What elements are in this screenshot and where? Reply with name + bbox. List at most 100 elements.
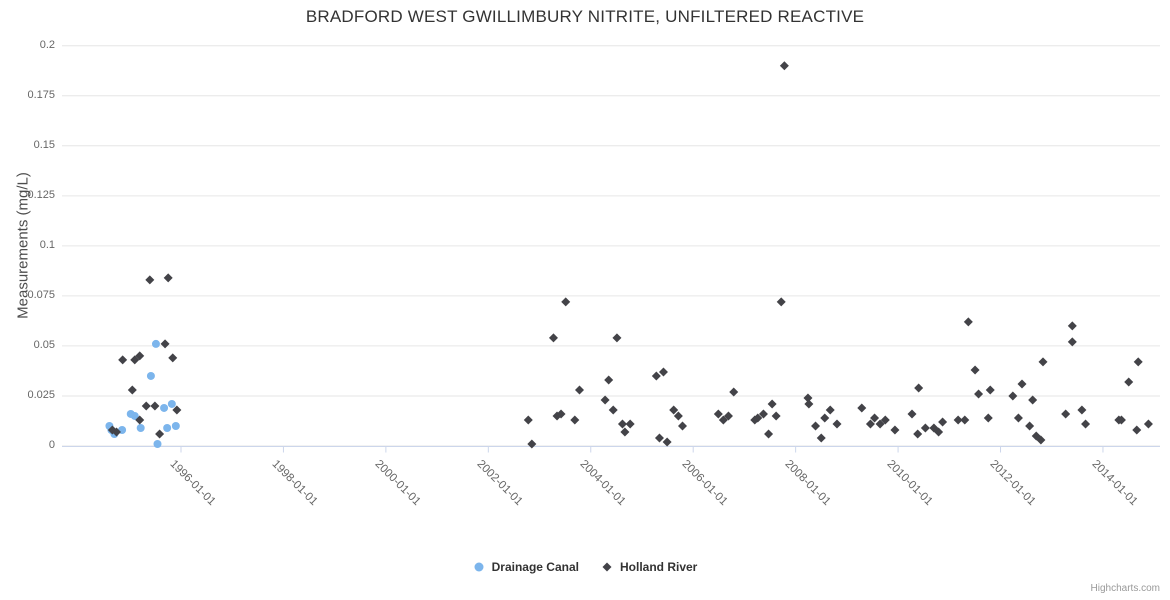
data-point-holland-river[interactable] xyxy=(832,419,842,429)
data-point-holland-river[interactable] xyxy=(1028,395,1038,405)
data-point-holland-river[interactable] xyxy=(1061,409,1071,419)
data-point-holland-river[interactable] xyxy=(875,419,885,429)
data-point-holland-river[interactable] xyxy=(776,297,786,307)
data-point-drainage-canal[interactable] xyxy=(151,339,160,348)
data-point-holland-river[interactable] xyxy=(779,61,789,71)
data-point-holland-river[interactable] xyxy=(985,385,995,395)
data-point-holland-river[interactable] xyxy=(673,411,683,421)
data-point-holland-river[interactable] xyxy=(145,275,155,285)
data-point-holland-river[interactable] xyxy=(1013,413,1023,423)
data-point-holland-river[interactable] xyxy=(870,413,880,423)
data-point-holland-river[interactable] xyxy=(658,367,668,377)
data-point-holland-river[interactable] xyxy=(865,419,875,429)
data-point-holland-river[interactable] xyxy=(890,425,900,435)
data-point-holland-river[interactable] xyxy=(1017,379,1027,389)
data-point-holland-river[interactable] xyxy=(713,409,723,419)
data-point-holland-river[interactable] xyxy=(764,429,774,439)
data-point-holland-river[interactable] xyxy=(1067,321,1077,331)
data-point-holland-river[interactable] xyxy=(771,411,781,421)
data-point-holland-river[interactable] xyxy=(678,421,688,431)
data-point-holland-river[interactable] xyxy=(723,411,733,421)
data-point-holland-river[interactable] xyxy=(811,421,821,431)
data-point-holland-river[interactable] xyxy=(523,415,533,425)
data-point-holland-river[interactable] xyxy=(527,439,537,449)
data-point-drainage-canal[interactable] xyxy=(130,411,139,420)
data-point-holland-river[interactable] xyxy=(1067,337,1077,347)
data-point-drainage-canal[interactable] xyxy=(171,421,180,430)
data-point-holland-river[interactable] xyxy=(135,415,145,425)
data-point-holland-river[interactable] xyxy=(127,385,137,395)
data-point-holland-river[interactable] xyxy=(1081,419,1091,429)
data-point-holland-river[interactable] xyxy=(1077,405,1087,415)
legend-item-holland-river[interactable]: Holland River xyxy=(601,560,697,574)
data-point-holland-river[interactable] xyxy=(1038,357,1048,367)
data-point-holland-river[interactable] xyxy=(168,353,178,363)
data-point-holland-river[interactable] xyxy=(654,433,664,443)
data-point-holland-river[interactable] xyxy=(612,333,622,343)
data-point-holland-river[interactable] xyxy=(767,399,777,409)
data-point-holland-river[interactable] xyxy=(914,383,924,393)
data-point-holland-river[interactable] xyxy=(570,415,580,425)
data-point-holland-river[interactable] xyxy=(974,389,984,399)
data-point-holland-river[interactable] xyxy=(1008,391,1018,401)
data-point-holland-river[interactable] xyxy=(548,333,558,343)
data-point-holland-river[interactable] xyxy=(729,387,739,397)
data-point-holland-river[interactable] xyxy=(617,419,627,429)
data-point-holland-river[interactable] xyxy=(825,405,835,415)
data-point-holland-river[interactable] xyxy=(758,409,768,419)
data-point-holland-river[interactable] xyxy=(620,427,630,437)
data-point-holland-river[interactable] xyxy=(155,429,165,439)
data-point-holland-river[interactable] xyxy=(135,351,145,361)
data-point-holland-river[interactable] xyxy=(163,273,173,283)
legend-item-drainage-canal[interactable]: Drainage Canal xyxy=(473,560,579,574)
data-point-holland-river[interactable] xyxy=(970,365,980,375)
data-point-holland-river[interactable] xyxy=(753,413,763,423)
data-point-holland-river[interactable] xyxy=(556,409,566,419)
data-point-holland-river[interactable] xyxy=(907,409,917,419)
data-point-holland-river[interactable] xyxy=(604,375,614,385)
data-point-holland-river[interactable] xyxy=(141,401,151,411)
data-point-holland-river[interactable] xyxy=(1143,419,1153,429)
data-point-holland-river[interactable] xyxy=(718,415,728,425)
data-point-holland-river[interactable] xyxy=(1036,435,1046,445)
data-point-holland-river[interactable] xyxy=(816,433,826,443)
data-point-holland-river[interactable] xyxy=(669,405,679,415)
data-point-holland-river[interactable] xyxy=(651,371,661,381)
data-point-holland-river[interactable] xyxy=(803,393,813,403)
data-point-holland-river[interactable] xyxy=(662,437,672,447)
data-point-holland-river[interactable] xyxy=(820,413,830,423)
data-point-drainage-canal[interactable] xyxy=(153,439,162,448)
data-point-holland-river[interactable] xyxy=(953,415,963,425)
data-point-drainage-canal[interactable] xyxy=(163,423,172,432)
data-point-holland-river[interactable] xyxy=(608,405,618,415)
data-point-holland-river[interactable] xyxy=(1124,377,1134,387)
data-point-drainage-canal[interactable] xyxy=(136,423,145,432)
data-point-holland-river[interactable] xyxy=(804,399,814,409)
data-point-holland-river[interactable] xyxy=(1132,425,1142,435)
data-point-holland-river[interactable] xyxy=(963,317,973,327)
data-point-holland-river[interactable] xyxy=(983,413,993,423)
data-point-holland-river[interactable] xyxy=(880,415,890,425)
data-point-holland-river[interactable] xyxy=(118,355,128,365)
highcharts-credits-link[interactable]: Highcharts.com xyxy=(1090,583,1160,594)
data-point-holland-river[interactable] xyxy=(1116,415,1126,425)
data-point-drainage-canal[interactable] xyxy=(167,399,176,408)
data-point-holland-river[interactable] xyxy=(938,417,948,427)
data-point-holland-river[interactable] xyxy=(575,385,585,395)
data-point-holland-river[interactable] xyxy=(920,423,930,433)
data-point-holland-river[interactable] xyxy=(857,403,867,413)
data-point-holland-river[interactable] xyxy=(960,415,970,425)
data-point-holland-river[interactable] xyxy=(600,395,610,405)
data-point-holland-river[interactable] xyxy=(625,419,635,429)
data-point-holland-river[interactable] xyxy=(150,401,160,411)
data-point-holland-river[interactable] xyxy=(111,427,121,437)
data-point-holland-river[interactable] xyxy=(561,297,571,307)
data-point-holland-river[interactable] xyxy=(160,339,170,349)
data-point-holland-river[interactable] xyxy=(1133,357,1143,367)
data-point-holland-river[interactable] xyxy=(913,429,923,439)
data-point-holland-river[interactable] xyxy=(934,427,944,437)
data-point-drainage-canal[interactable] xyxy=(146,371,155,380)
data-point-holland-river[interactable] xyxy=(1025,421,1035,431)
data-point-holland-river[interactable] xyxy=(172,405,182,415)
data-point-drainage-canal[interactable] xyxy=(160,403,169,412)
